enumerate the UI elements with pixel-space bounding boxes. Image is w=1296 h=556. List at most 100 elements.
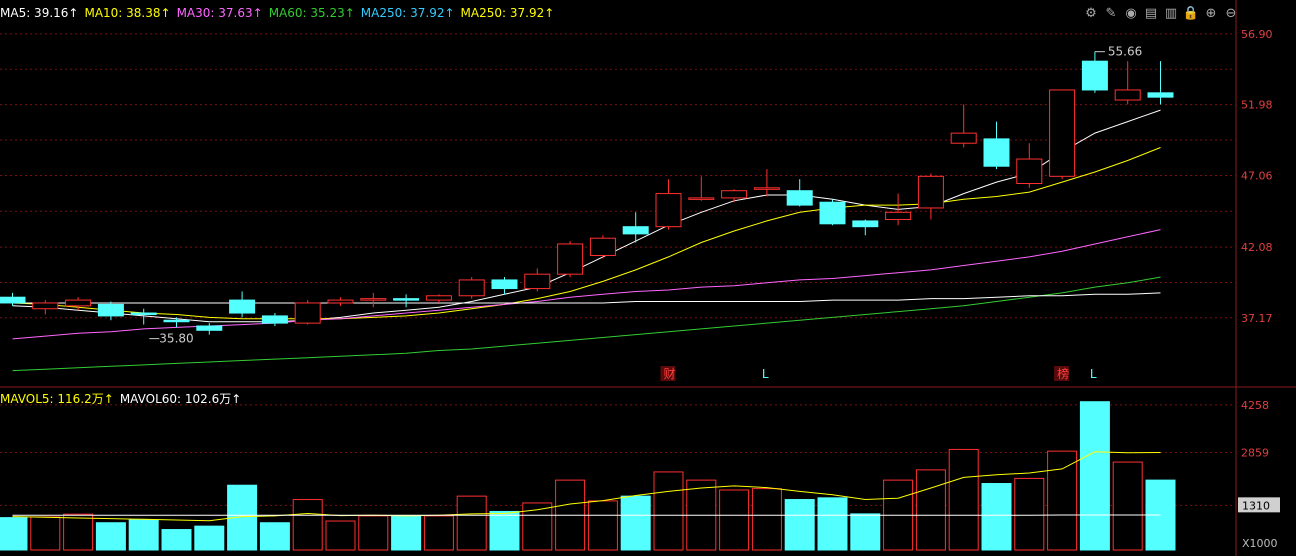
marker-label: 财 [664, 367, 676, 381]
volume-bar [456, 495, 487, 551]
volume-bar [620, 495, 651, 551]
ma-legend-item-1: MA10: 38.38↑ [84, 6, 171, 20]
volume-bar [653, 471, 684, 551]
price-tick-label: 51.98 [1241, 99, 1273, 112]
candle-body [425, 295, 452, 301]
candle-body [950, 132, 977, 144]
candle-body [655, 193, 682, 228]
volume-tick-label: 1310 [1242, 499, 1270, 512]
volume-bar [948, 448, 979, 551]
ma-legend-item-4: MA250: 37.92↑ [360, 6, 455, 20]
shop-icon[interactable]: ▤ [1144, 5, 1158, 21]
marker-label: L [762, 367, 769, 381]
candle-body [1114, 89, 1141, 101]
volume-bar [817, 497, 848, 551]
volume-bar [1112, 461, 1143, 551]
eye-icon[interactable]: ◉ [1125, 5, 1137, 21]
trash-icon[interactable]: ▥ [1164, 5, 1178, 21]
series-line-ma30 [12, 229, 1161, 340]
volume-tick-label: 4258 [1241, 399, 1269, 412]
volume-tick-highlight [1238, 497, 1280, 513]
price-tick-label: 42.08 [1241, 241, 1273, 254]
candle-body [688, 197, 715, 200]
volume-bar [784, 499, 815, 551]
marker-label: L [1090, 367, 1097, 381]
candle-body [721, 190, 748, 199]
candle-body [130, 312, 157, 316]
candle-body [32, 302, 59, 310]
candle-body [229, 299, 256, 314]
candle-body [1016, 158, 1043, 185]
volume-bar [358, 515, 389, 551]
ma-legend-item-2: MA30: 37.63↑ [176, 6, 263, 20]
chart-toolbar: ⚙ ✎ ◉ ▤ ▥ 🔒 ⊕ ⊖ [1083, 5, 1239, 21]
volume-bar [128, 519, 159, 551]
candle-body [786, 190, 813, 206]
candle-body [196, 325, 223, 331]
candle-body [163, 319, 190, 323]
series-line-ma250 [12, 292, 1161, 304]
candle-body [589, 237, 616, 256]
marker-box [660, 366, 676, 381]
candle-body [885, 211, 912, 220]
volume-bar [1047, 450, 1078, 551]
price-tick-label: 47.06 [1241, 169, 1273, 182]
vol-legend-item-0: MAVOL5: 116.2万↑ [0, 392, 114, 406]
volume-bar [915, 469, 946, 551]
high-annotation: 55.66 [1108, 45, 1142, 59]
marker-label: 榜 [1057, 366, 1069, 381]
candle-body [983, 138, 1010, 167]
ma-legend-item-5: MA250: 37.92↑ [460, 6, 555, 20]
series-line-ma60 [12, 276, 1161, 372]
candle-body [1049, 89, 1076, 177]
volume-bar [981, 483, 1012, 551]
volume-bar [194, 525, 225, 551]
ma-legend-item-3: MA60: 35.23↑ [268, 6, 355, 20]
volume-bar [1079, 401, 1110, 551]
candle-body [917, 175, 944, 209]
candle-body [852, 220, 879, 228]
candle-body [819, 201, 846, 225]
volume-bar [63, 513, 94, 551]
pen-icon[interactable]: ✎ [1105, 5, 1117, 21]
lock-icon[interactable]: 🔒 [1182, 5, 1200, 21]
volume-bar [719, 489, 750, 551]
candle-body [360, 298, 387, 301]
low-annotation: 35.80 [159, 332, 193, 346]
volume-bar [489, 510, 520, 551]
candle-body [0, 296, 26, 304]
volume-bar [850, 513, 881, 551]
volume-bar [587, 500, 618, 551]
volume-bar [751, 488, 782, 551]
volume-legend: MAVOL5: 116.2万↑ MAVOL60: 102.6万↑ [0, 390, 247, 407]
volume-bar [391, 515, 422, 551]
candle-body [491, 279, 518, 290]
volume-bar [292, 499, 323, 551]
series-line-ma10 [12, 147, 1161, 320]
settings-icon[interactable]: ⚙ [1085, 5, 1097, 21]
volume-line-mavol5 [12, 451, 1161, 522]
zoom-out-icon[interactable]: ⊖ [1225, 5, 1237, 21]
ma-legend-item-0: MA5: 39.16↑ [0, 6, 79, 20]
series-line-ma5 [12, 109, 1161, 323]
volume-bar [259, 522, 290, 551]
volume-bar [0, 517, 28, 551]
candle-body [458, 279, 485, 297]
candle-body [327, 299, 354, 304]
volume-bar [1014, 477, 1045, 551]
marker-box [1054, 366, 1070, 381]
candle-body [1081, 60, 1108, 91]
candle-body [97, 303, 124, 317]
candle-body [524, 273, 551, 290]
candle-body [557, 243, 584, 275]
candle-body [753, 187, 780, 190]
candle-body [622, 226, 649, 235]
volume-bar [423, 515, 454, 551]
candle-body [294, 302, 321, 324]
zoom-in-icon[interactable]: ⊕ [1205, 5, 1217, 21]
volume-bar [95, 522, 126, 551]
vol-legend-item-1: MAVOL60: 102.6万↑ [119, 392, 242, 406]
volume-tick-label: 2859 [1241, 447, 1269, 460]
volume-bar [30, 516, 61, 551]
